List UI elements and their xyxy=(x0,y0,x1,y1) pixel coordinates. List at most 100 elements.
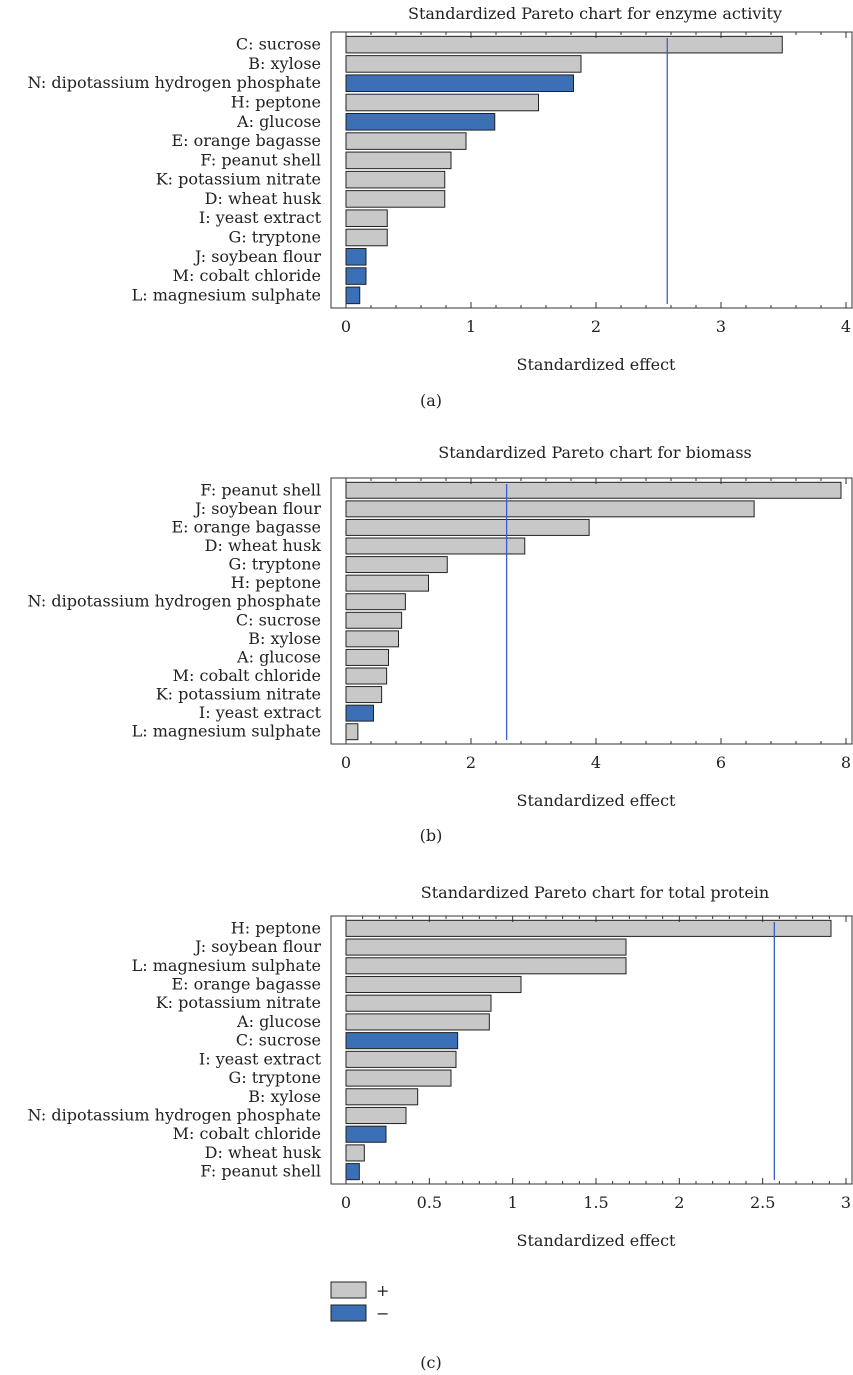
bar xyxy=(345,209,388,228)
bar xyxy=(345,267,367,285)
bar xyxy=(345,1144,365,1162)
bar xyxy=(345,74,574,93)
bar xyxy=(345,286,361,305)
category-label: D: wheat husk xyxy=(205,536,322,555)
category-label: C: sucrose xyxy=(236,35,321,54)
category-label: K: potassium nitrate xyxy=(156,685,321,704)
bar xyxy=(345,1069,452,1087)
bar xyxy=(345,518,590,536)
category-label: B: xylose xyxy=(248,629,321,648)
bar xyxy=(345,648,389,666)
category-label: K: potassium nitrate xyxy=(156,993,321,1012)
category-label: J: soybean flour xyxy=(193,499,321,518)
category-label: L: magnesium sulphate xyxy=(132,956,321,975)
bar xyxy=(345,611,403,629)
category-label: I: yeast extract xyxy=(199,1049,322,1068)
x-tick-label: 0 xyxy=(341,753,351,772)
bar xyxy=(345,938,627,956)
x-tick-label: 1 xyxy=(466,317,476,336)
category-label: F: peanut shell xyxy=(200,480,321,499)
bar xyxy=(345,35,783,54)
x-tick-label: 1.5 xyxy=(583,1193,608,1212)
x-tick-label: 6 xyxy=(716,753,726,772)
category-label: F: peanut shell xyxy=(200,150,321,169)
category-label: N: dipotassium hydrogen phosphate xyxy=(27,592,321,611)
category-label: E: orange bagasse xyxy=(171,975,321,994)
category-label: M: cobalt chloride xyxy=(173,666,321,685)
bar xyxy=(345,686,383,704)
bar xyxy=(345,112,496,131)
legend: + − xyxy=(330,1281,389,1323)
legend-swatch-negative xyxy=(330,1304,367,1322)
chart-title: Standardized Pareto chart for biomass xyxy=(438,443,751,462)
bar xyxy=(345,481,842,499)
panel-label: (c) xyxy=(420,1353,441,1372)
x-tick-label: 3 xyxy=(841,1193,851,1212)
category-label: E: orange bagasse xyxy=(171,131,321,150)
bar xyxy=(345,500,755,518)
category-label: J: soybean flour xyxy=(193,247,321,266)
bar xyxy=(345,228,388,247)
bar xyxy=(345,667,388,685)
bar xyxy=(345,704,374,722)
bar xyxy=(345,247,367,266)
panel-1: Standardized Pareto chart for enzyme act… xyxy=(27,4,853,410)
bar xyxy=(345,132,467,150)
legend-swatch-positive xyxy=(330,1281,367,1299)
bar xyxy=(345,574,429,592)
bar xyxy=(345,1125,387,1143)
bar xyxy=(345,93,539,112)
x-tick-label: 8 xyxy=(841,753,851,772)
category-label: I: yeast extract xyxy=(199,208,322,227)
category-label: F: peanut shell xyxy=(200,1162,321,1181)
bar xyxy=(345,556,448,574)
x-tick-label: 1 xyxy=(508,1193,518,1212)
legend-label-negative: − xyxy=(376,1304,389,1323)
category-label: D: wheat husk xyxy=(205,189,322,208)
x-axis-label: Standardized effect xyxy=(517,1231,677,1250)
x-tick-label: 2 xyxy=(591,317,601,336)
category-label: L: magnesium sulphate xyxy=(132,285,321,304)
x-tick-label: 2.5 xyxy=(750,1193,775,1212)
x-tick-label: 3 xyxy=(716,317,726,336)
panel-label: (b) xyxy=(420,826,443,845)
category-label: C: sucrose xyxy=(236,1031,321,1050)
category-label: B: xylose xyxy=(248,54,321,73)
x-axis-label: Standardized effect xyxy=(517,791,677,810)
bar xyxy=(345,55,582,73)
chart-title: Standardized Pareto chart for enzyme act… xyxy=(408,4,782,23)
bar xyxy=(345,957,627,975)
category-label: M: cobalt chloride xyxy=(173,266,321,285)
x-tick-label: 2 xyxy=(674,1193,684,1212)
category-label: G: tryptone xyxy=(229,555,321,574)
bar xyxy=(345,1013,490,1031)
x-tick-label: 0 xyxy=(341,317,351,336)
bar xyxy=(345,190,446,208)
category-label: I: yeast extract xyxy=(199,703,322,722)
panel-label: (a) xyxy=(420,391,442,410)
bar xyxy=(345,593,406,611)
bar xyxy=(345,537,526,555)
plot-frame xyxy=(330,477,853,745)
category-label: N: dipotassium hydrogen phosphate xyxy=(27,1106,321,1125)
category-label: G: tryptone xyxy=(229,228,321,247)
category-label: L: magnesium sulphate xyxy=(132,722,321,741)
panel-3: Standardized Pareto chart for total prot… xyxy=(27,883,853,1372)
chart-title: Standardized Pareto chart for total prot… xyxy=(421,883,769,902)
bar xyxy=(345,170,446,189)
category-label: A: glucose xyxy=(236,1012,321,1031)
x-tick-label: 0.5 xyxy=(417,1193,442,1212)
category-label: H: peptone xyxy=(231,573,321,592)
category-label: K: potassium nitrate xyxy=(156,170,321,189)
bar xyxy=(345,1088,419,1106)
category-label: H: peptone xyxy=(231,918,321,937)
bar xyxy=(345,723,359,741)
category-label: G: tryptone xyxy=(229,1068,321,1087)
bar xyxy=(345,1106,407,1125)
bar xyxy=(345,919,832,937)
category-label: A: glucose xyxy=(236,112,321,131)
category-label: N: dipotassium hydrogen phosphate xyxy=(27,73,321,92)
bar xyxy=(345,630,399,648)
category-label: M: cobalt chloride xyxy=(173,1124,321,1143)
plot-frame xyxy=(330,915,853,1185)
